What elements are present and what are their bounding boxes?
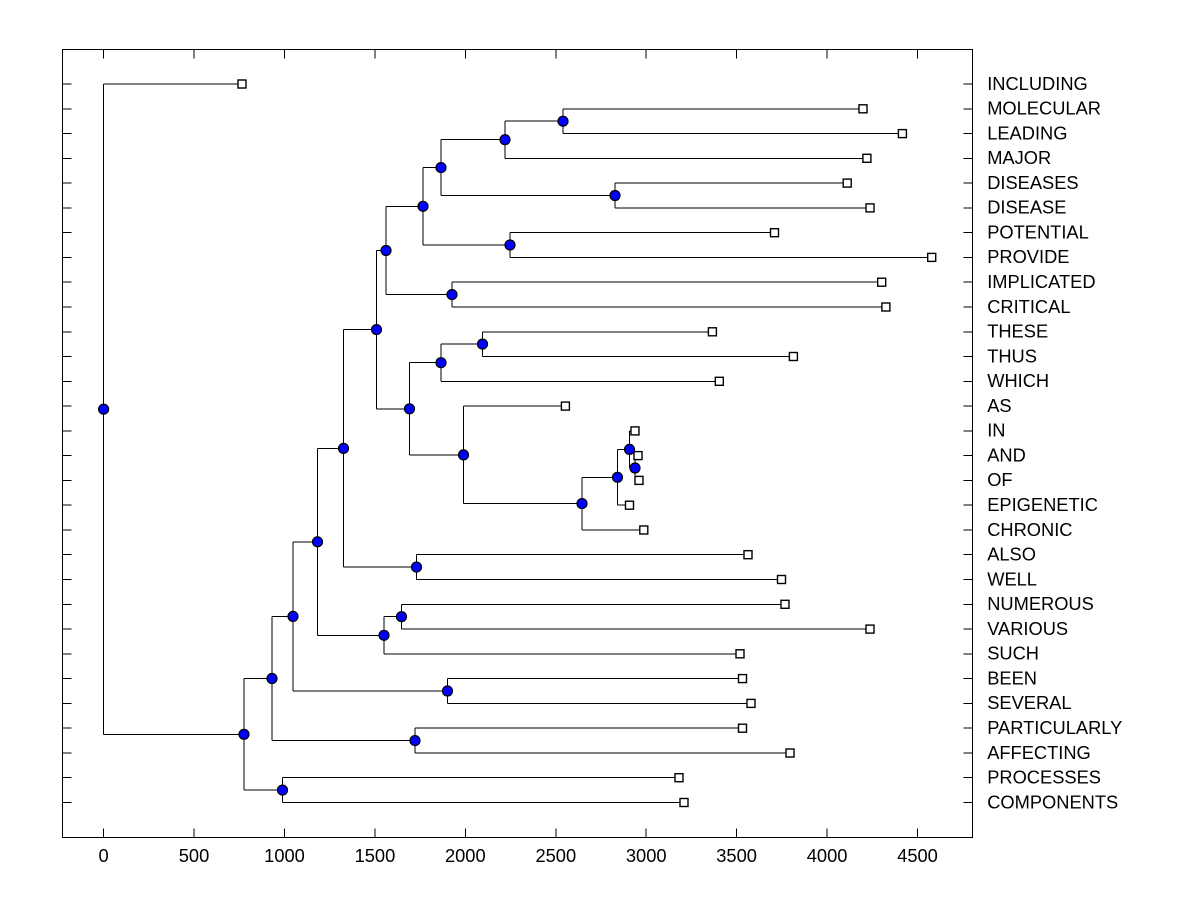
svg-text:VARIOUS: VARIOUS xyxy=(987,618,1068,639)
svg-text:0: 0 xyxy=(99,845,109,866)
svg-text:ALSO: ALSO xyxy=(987,544,1036,565)
svg-text:PROCESSES: PROCESSES xyxy=(987,767,1101,788)
svg-text:IMPLICATED: IMPLICATED xyxy=(987,271,1095,292)
svg-text:DISEASE: DISEASE xyxy=(987,197,1066,218)
svg-text:4500: 4500 xyxy=(897,845,938,866)
svg-text:WHICH: WHICH xyxy=(987,370,1049,391)
svg-text:1500: 1500 xyxy=(355,845,396,866)
svg-text:WELL: WELL xyxy=(987,568,1037,589)
svg-text:4000: 4000 xyxy=(807,845,848,866)
svg-text:AS: AS xyxy=(987,395,1011,416)
svg-text:DISEASES: DISEASES xyxy=(987,172,1078,193)
svg-text:3000: 3000 xyxy=(626,845,667,866)
svg-text:CRITICAL: CRITICAL xyxy=(987,296,1070,317)
svg-text:2500: 2500 xyxy=(535,845,576,866)
svg-text:3500: 3500 xyxy=(716,845,757,866)
svg-text:THUS: THUS xyxy=(987,345,1037,366)
svg-text:OF: OF xyxy=(987,469,1012,490)
svg-text:COMPONENTS: COMPONENTS xyxy=(987,791,1118,812)
svg-text:NUMEROUS: NUMEROUS xyxy=(987,593,1094,614)
svg-text:BEEN: BEEN xyxy=(987,667,1037,688)
svg-text:INCLUDING: INCLUDING xyxy=(987,73,1088,94)
svg-text:IN: IN xyxy=(987,420,1005,441)
svg-text:500: 500 xyxy=(179,845,210,866)
svg-text:CHRONIC: CHRONIC xyxy=(987,519,1072,540)
svg-text:EPIGENETIC: EPIGENETIC xyxy=(987,494,1098,515)
svg-text:SEVERAL: SEVERAL xyxy=(987,692,1071,713)
svg-text:THESE: THESE xyxy=(987,321,1048,342)
svg-text:SUCH: SUCH xyxy=(987,643,1039,664)
svg-text:PROVIDE: PROVIDE xyxy=(987,246,1069,267)
svg-text:AND: AND xyxy=(987,444,1026,465)
svg-text:MAJOR: MAJOR xyxy=(987,147,1051,168)
svg-text:AFFECTING: AFFECTING xyxy=(987,742,1091,763)
svg-text:1000: 1000 xyxy=(264,845,305,866)
svg-text:MOLECULAR: MOLECULAR xyxy=(987,98,1101,119)
svg-text:2000: 2000 xyxy=(445,845,486,866)
svg-text:POTENTIAL: POTENTIAL xyxy=(987,222,1089,243)
svg-text:LEADING: LEADING xyxy=(987,122,1067,143)
svg-text:PARTICULARLY: PARTICULARLY xyxy=(987,717,1122,738)
